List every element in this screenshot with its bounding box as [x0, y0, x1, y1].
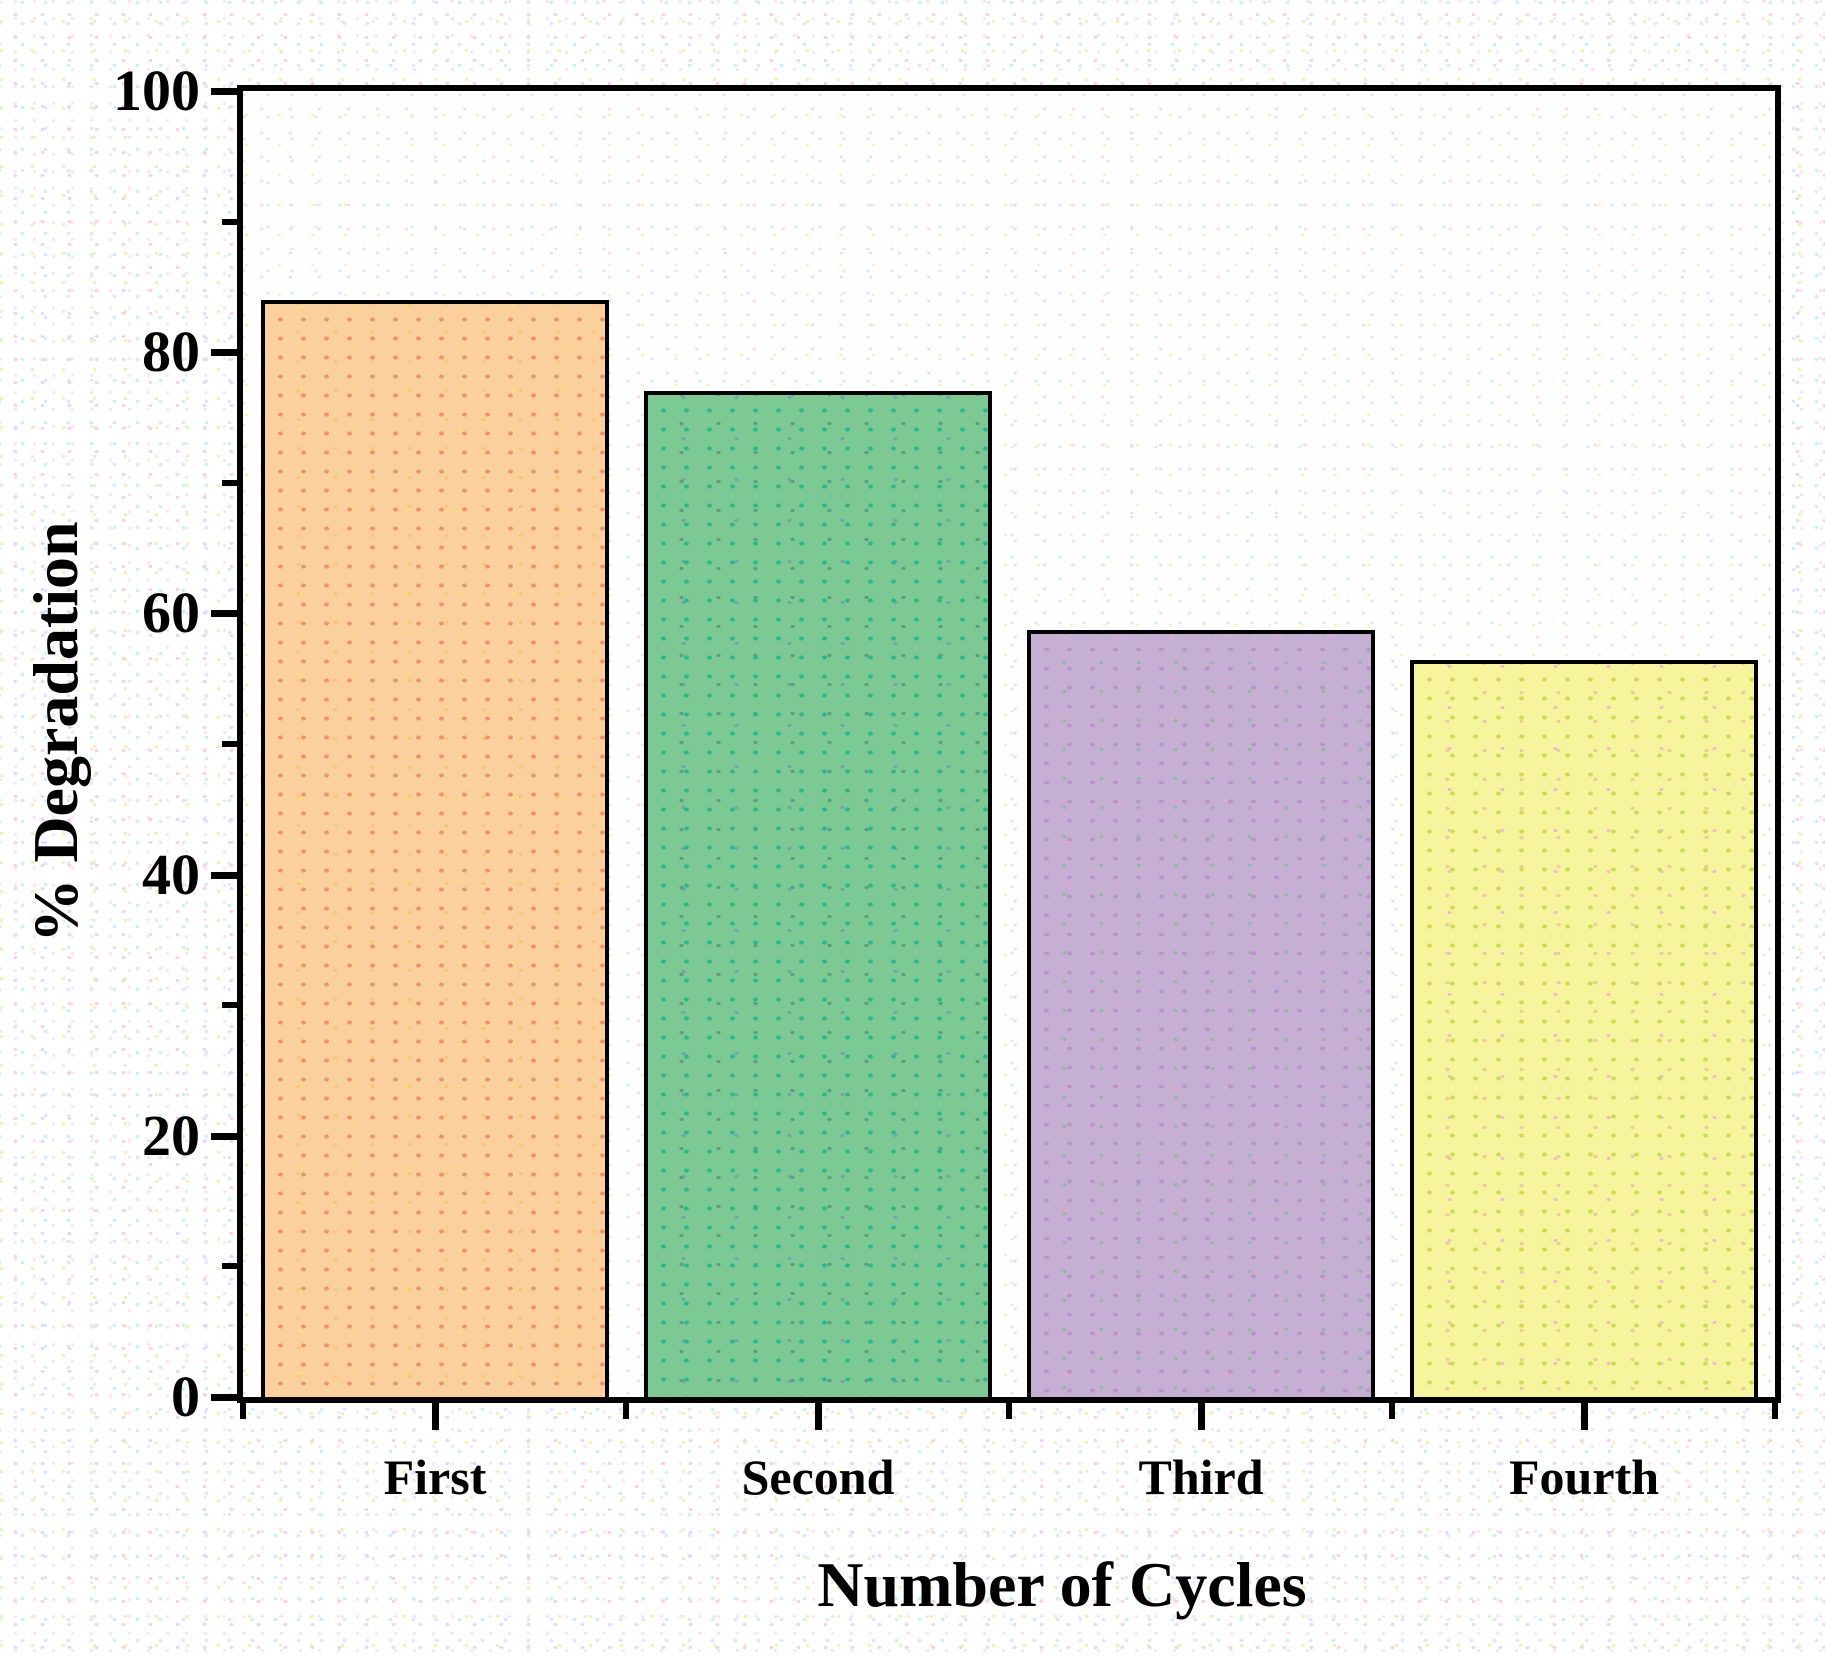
y-minor-tick [222, 219, 237, 225]
y-major-tick [211, 349, 237, 356]
x-category-label-second: Second [741, 1449, 895, 1505]
y-major-tick [211, 872, 237, 879]
y-major-tick [211, 1133, 237, 1140]
x-minor-tick [1006, 1403, 1012, 1419]
x-category-label-first: First [383, 1449, 487, 1505]
bar-second [643, 391, 992, 1397]
x-major-tick [1198, 1403, 1205, 1430]
x-axis-title: Number of Cycles [817, 1549, 1307, 1620]
y-tick-label: 20 [142, 1103, 200, 1168]
x-minor-tick [623, 1403, 629, 1419]
y-minor-tick [222, 1002, 237, 1008]
bar-fourth [1409, 660, 1758, 1397]
y-tick-label: 40 [142, 842, 200, 907]
x-major-tick [432, 1403, 439, 1430]
y-minor-tick [222, 741, 237, 747]
x-minor-tick [240, 1403, 246, 1419]
y-major-tick [211, 1394, 237, 1401]
y-minor-tick [222, 1263, 237, 1269]
y-tick-label: 60 [142, 580, 200, 645]
bar-first [260, 300, 609, 1397]
x-minor-tick [1389, 1403, 1395, 1419]
y-tick-label: 100 [113, 58, 200, 123]
x-category-label-third: Third [1138, 1449, 1264, 1505]
x-major-tick [815, 1403, 822, 1430]
x-category-label-fourth: Fourth [1509, 1449, 1659, 1505]
y-axis-title: % Degradation [20, 521, 91, 943]
bar-third [1026, 630, 1375, 1397]
x-major-tick [1581, 1403, 1588, 1430]
plot-area [237, 85, 1781, 1403]
y-major-tick [211, 88, 237, 95]
y-major-tick [211, 610, 237, 617]
y-tick-label: 80 [142, 319, 200, 384]
y-tick-label: 0 [171, 1364, 200, 1429]
y-minor-tick [222, 480, 237, 486]
x-minor-tick [1772, 1403, 1778, 1419]
